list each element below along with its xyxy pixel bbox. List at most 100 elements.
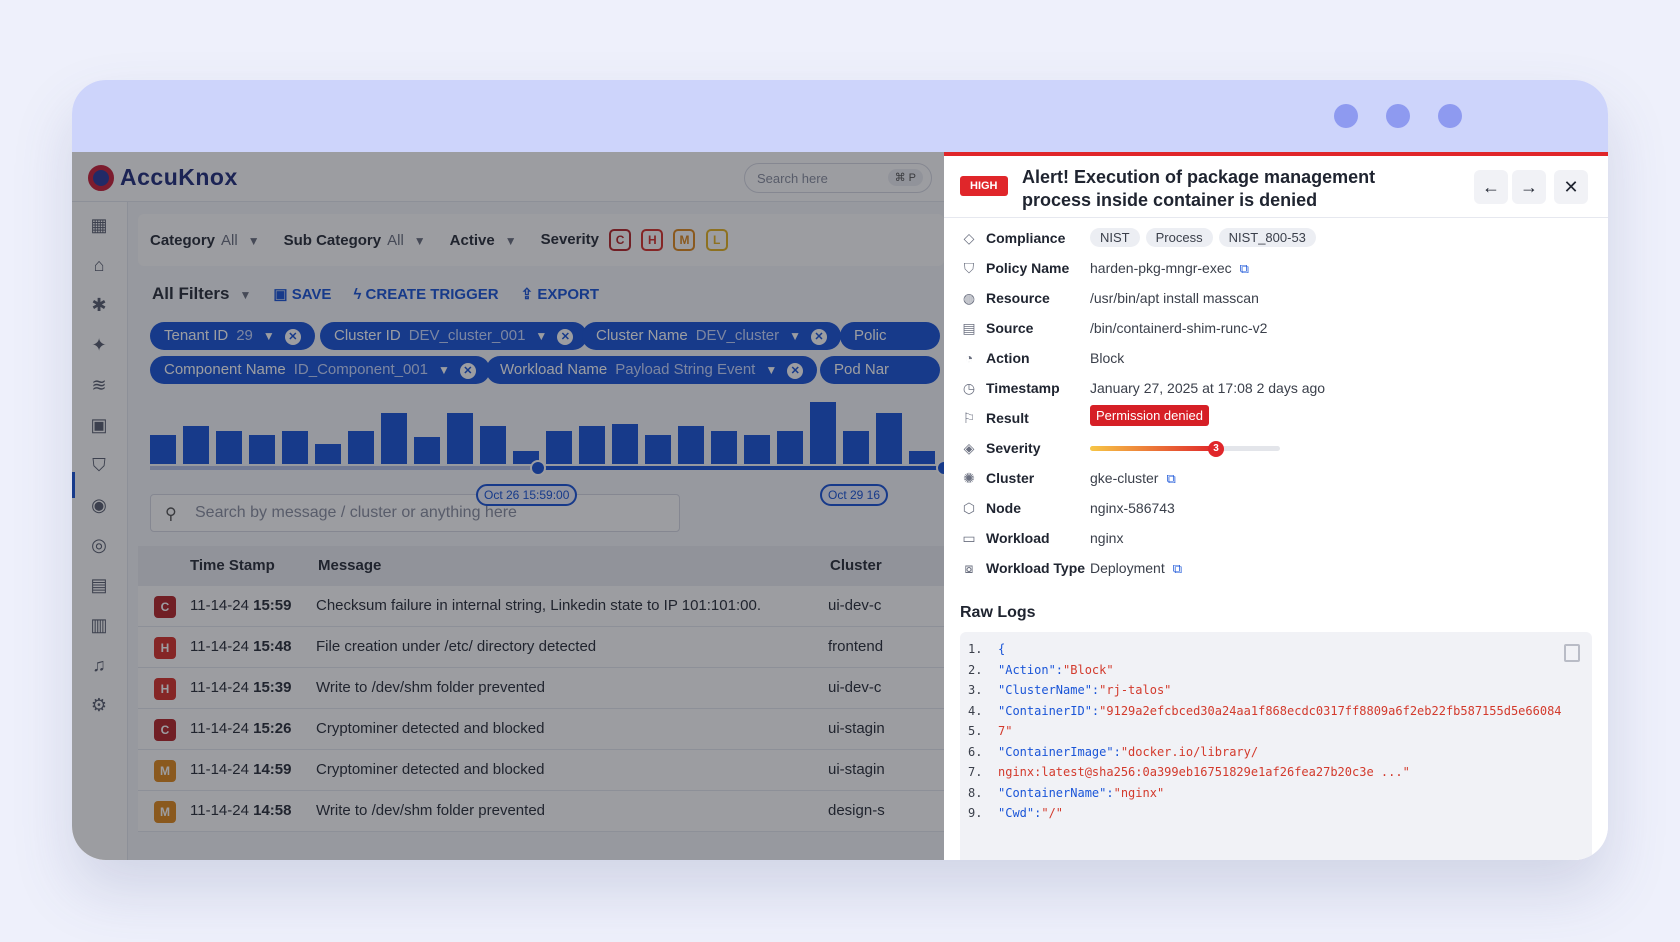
dashboard-icon[interactable]: ▦ <box>90 215 108 235</box>
next-alert-button[interactable]: → <box>1512 170 1546 204</box>
filter-chip[interactable]: Component Name ID_Component_001 ▼ ✕ <box>150 356 490 384</box>
filter-chip[interactable]: Pod Nar <box>820 356 940 384</box>
gear-icon[interactable]: ⚙ <box>90 695 108 715</box>
histogram-bar[interactable] <box>876 413 902 464</box>
histogram-bar[interactable] <box>579 426 605 464</box>
external-link-icon[interactable]: ⧉ <box>1239 261 1249 276</box>
severity-medium-toggle[interactable]: M <box>673 229 696 251</box>
monitor-icon[interactable]: ▣ <box>90 415 108 435</box>
filter-chip[interactable]: Tenant ID 29 ▼ ✕ <box>150 322 315 350</box>
previous-alert-button[interactable]: ← <box>1474 170 1508 204</box>
severity-high-toggle[interactable]: H <box>641 229 664 251</box>
save-button[interactable]: ▣ SAVE <box>273 285 331 303</box>
column-header-cluster[interactable]: Cluster <box>830 557 882 574</box>
histogram-bar[interactable] <box>348 431 374 464</box>
building-icon[interactable]: ⌂ <box>93 255 105 275</box>
field-resource: ◍ Resource /usr/bin/apt install masscan <box>960 286 1259 310</box>
histogram-bar[interactable] <box>909 451 935 464</box>
table-row[interactable]: C 11-14-24 15:59 Checksum failure in inter… <box>138 586 944 627</box>
category-filter[interactable]: Category All ▼ <box>150 232 260 249</box>
external-link-icon[interactable]: ⧉ <box>1166 471 1176 486</box>
table-row[interactable]: M 11-14-24 14:58 Write to /dev/shm folder … <box>138 791 944 832</box>
all-filters-dropdown[interactable]: All Filters ▼ <box>152 284 251 304</box>
id-card-icon[interactable]: ▤ <box>90 575 108 595</box>
histogram-bar[interactable] <box>381 413 407 464</box>
workload-type-value: Deployment <box>1090 560 1165 576</box>
histogram-bar[interactable] <box>546 431 572 464</box>
accuknox-logo[interactable]: AccuKnox <box>88 164 238 191</box>
broadcast-icon[interactable]: ◉ <box>91 495 107 515</box>
document-icon[interactable]: ▥ <box>90 615 108 635</box>
severity-badge: C <box>154 596 176 618</box>
timeline-end-handle[interactable] <box>936 460 944 476</box>
close-icon[interactable]: ✕ <box>459 363 476 379</box>
severity-meter-value: 3 <box>1208 441 1224 457</box>
field-cluster: ✺ Cluster gke-cluster ⧉ <box>960 466 1176 490</box>
table-row[interactable]: H 11-14-24 15:48 File creation under /etc/… <box>138 627 944 668</box>
histogram-bar[interactable] <box>216 431 242 464</box>
table-row[interactable]: M 11-14-24 14:59 Cryptominer detected and … <box>138 750 944 791</box>
histogram-bar[interactable] <box>480 426 506 464</box>
histogram-bar[interactable] <box>744 435 770 464</box>
log-value: "rj-talos" <box>1099 683 1172 697</box>
histogram-bar[interactable] <box>678 426 704 464</box>
table-row[interactable]: H 11-14-24 15:39 Write to /dev/shm folder … <box>138 668 944 709</box>
global-search-input[interactable]: Search here ⌘ P <box>744 163 932 193</box>
histogram-bar[interactable] <box>447 413 473 464</box>
histogram-bar[interactable] <box>612 424 638 464</box>
histogram-bar[interactable] <box>315 444 341 464</box>
field-value: Permission denied <box>1090 405 1209 426</box>
fingerprint-icon[interactable]: ◎ <box>91 535 107 555</box>
histogram-bar[interactable] <box>843 431 869 464</box>
create-trigger-button[interactable]: ϟ CREATE TRIGGER <box>353 286 498 303</box>
layers-icon[interactable]: ≋ <box>91 375 107 395</box>
filter-chip[interactable]: Cluster Name DEV_cluster ▼ ✕ <box>582 322 841 350</box>
row-time: 15:26 <box>253 720 292 737</box>
flag-icon: ⚐ <box>962 409 976 426</box>
timeline-start-handle[interactable] <box>530 460 546 476</box>
window-control-dot[interactable] <box>1334 104 1358 128</box>
save-icon: ▣ <box>273 286 292 303</box>
severity-critical-toggle[interactable]: C <box>609 229 632 251</box>
subcategory-filter[interactable]: Sub Category All ▼ <box>284 232 426 249</box>
severity-badge: H <box>154 637 176 659</box>
severity-low-toggle[interactable]: L <box>705 229 728 251</box>
histogram-bar[interactable] <box>711 431 737 464</box>
filter-chip[interactable]: Polic <box>840 322 940 350</box>
shield-icon[interactable]: ⛉ <box>92 455 106 475</box>
alert-title: Alert! Execution of package management p… <box>1022 167 1376 210</box>
close-drawer-button[interactable]: ✕ <box>1554 170 1588 204</box>
close-icon[interactable]: ✕ <box>557 329 574 345</box>
log-line-number: 4. <box>968 703 983 718</box>
histogram-bar[interactable] <box>810 402 836 464</box>
sparkle-icon[interactable]: ✦ <box>91 335 107 355</box>
filter-chip[interactable]: Workload Name Payload String Event ▼ ✕ <box>486 356 818 384</box>
message-search-input[interactable]: ⚲ Search by message / cluster or anythin… <box>150 494 680 532</box>
window-control-dot[interactable] <box>1438 104 1462 128</box>
histogram-bar[interactable] <box>414 437 440 464</box>
external-link-icon[interactable]: ⧉ <box>1172 561 1182 576</box>
histogram-bar[interactable] <box>777 431 803 464</box>
export-button[interactable]: ⇪ EXPORT <box>521 285 599 303</box>
close-icon[interactable]: ✕ <box>810 329 827 345</box>
close-icon[interactable]: ✕ <box>284 329 301 345</box>
column-header-time[interactable]: Time Stamp <box>190 557 275 574</box>
column-header-message[interactable]: Message <box>318 557 382 574</box>
bell-icon[interactable]: ♫ <box>92 655 106 675</box>
active-filter[interactable]: Active ▼ <box>450 232 517 249</box>
close-icon[interactable]: ✕ <box>787 363 804 379</box>
raw-logs-viewer[interactable]: 1. {2. "Action":"Block" 3. "ClusterName":"rj… <box>960 632 1592 860</box>
bug-icon[interactable]: ✱ <box>91 295 107 315</box>
histogram-bar[interactable] <box>183 426 209 464</box>
histogram-bar[interactable] <box>150 435 176 464</box>
table-row[interactable]: C 11-14-24 15:26 Cryptominer detected and … <box>138 709 944 750</box>
chevron-down-icon: ▼ <box>765 363 778 377</box>
window-control-dot[interactable] <box>1386 104 1410 128</box>
copy-icon[interactable] <box>1564 644 1580 662</box>
tag-icon: ◇ <box>963 229 975 246</box>
histogram-bar[interactable] <box>282 431 308 464</box>
filter-chip[interactable]: Cluster ID DEV_cluster_001 ▼ ✕ <box>320 322 588 350</box>
histogram-bar[interactable] <box>249 435 275 464</box>
chip-value: Payload String Event <box>615 361 756 378</box>
histogram-bar[interactable] <box>645 435 671 464</box>
